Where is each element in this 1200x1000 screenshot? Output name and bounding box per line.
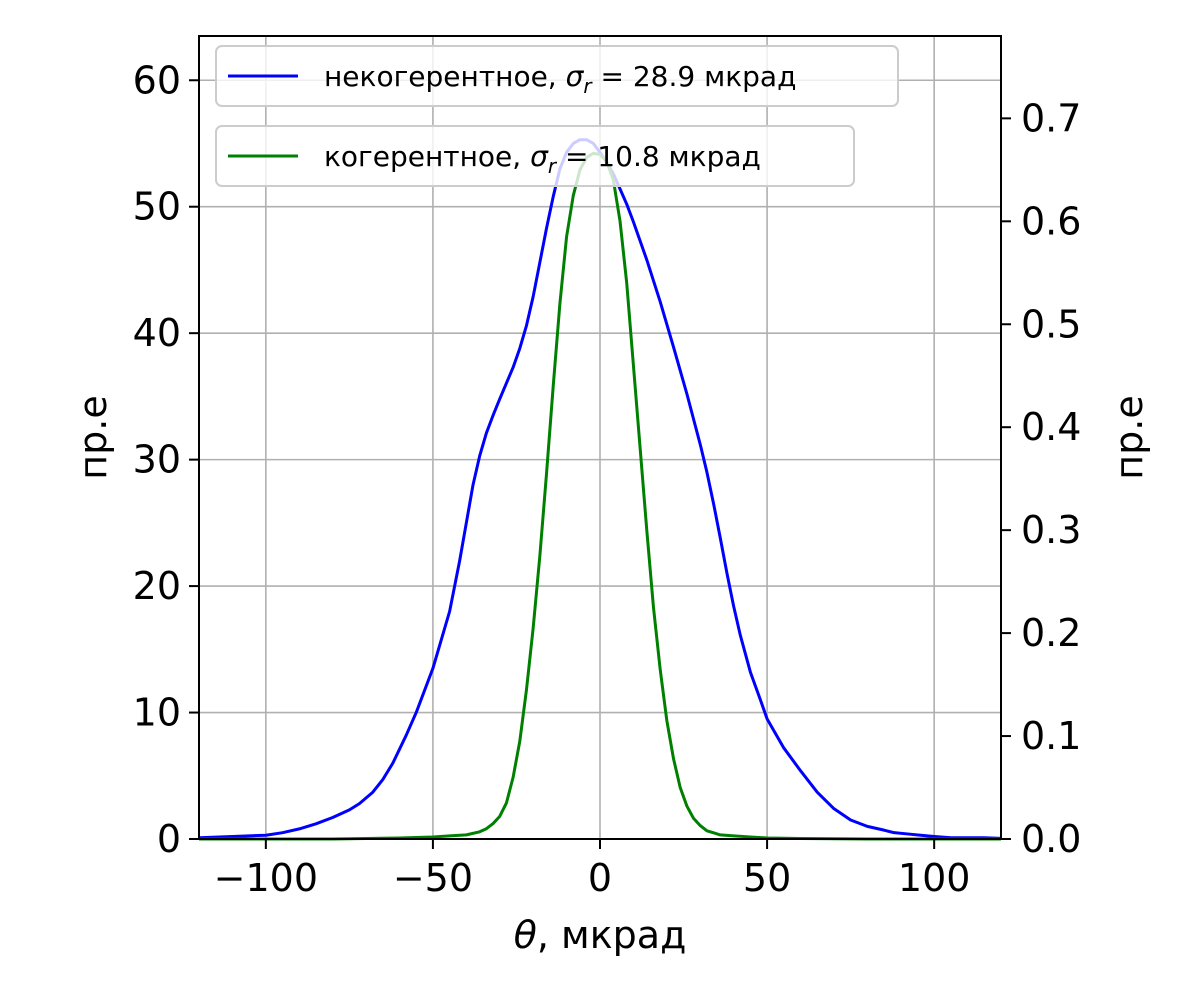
y-right-tick-label: 0.2 <box>1021 611 1081 655</box>
y-left-tick-label: 60 <box>133 58 181 102</box>
y-right-tick-label: 0.6 <box>1021 199 1081 243</box>
y-left-tick-label: 30 <box>133 438 181 482</box>
x-tick-label: 50 <box>743 856 791 900</box>
legend-entry-1: некогерентное, σr = 28.9 мкрад <box>215 45 899 107</box>
y-right-tick-label: 0.1 <box>1021 714 1081 758</box>
y-left-tick-label: 40 <box>133 311 181 355</box>
y-right-tick-label: 0.4 <box>1021 405 1081 449</box>
x-tick-label: 100 <box>898 856 971 900</box>
x-tick-label: 0 <box>588 856 612 900</box>
y-right-tick-label: 0.3 <box>1021 508 1081 552</box>
y-left-tick-label: 50 <box>133 185 181 229</box>
y-right-tick-label: 0.7 <box>1021 96 1081 140</box>
y-left-tick-label: 0 <box>157 817 181 861</box>
legend-box <box>215 45 899 107</box>
y-left-axis-label: пр.е <box>71 395 115 479</box>
x-axis-ticks: −100 −50 0 50 100 <box>214 839 971 900</box>
legend-label: когерентное, σr = 10.8 мкрад <box>324 140 761 178</box>
x-axis-label-unit: , мкрад <box>537 913 686 957</box>
y-left-tick-label: 20 <box>133 564 181 608</box>
legend: некогерентное, σr = 28.9 мкрад когерентно… <box>215 45 899 187</box>
x-tick-label: −50 <box>393 856 473 900</box>
x-tick-label: −100 <box>214 856 318 900</box>
legend-box <box>215 125 855 187</box>
y-right-axis-label: пр.е <box>1107 395 1151 479</box>
y-right-tick-label: 0.5 <box>1021 302 1081 346</box>
y-left-axis-ticks: 0 10 20 30 40 50 60 <box>133 58 199 861</box>
x-axis-label-symbol: θ <box>514 913 537 957</box>
x-axis-label: θ, мкрад <box>514 913 687 957</box>
y-right-tick-label: 0.0 <box>1021 817 1081 861</box>
legend-label: некогерентное, σr = 28.9 мкрад <box>324 60 796 98</box>
y-left-tick-label: 10 <box>133 691 181 735</box>
y-right-axis-ticks: 0.0 0.1 0.2 0.3 0.4 0.5 0.6 0.7 <box>1001 96 1081 861</box>
legend-entry-2: когерентное, σr = 10.8 мкрад <box>215 125 855 187</box>
